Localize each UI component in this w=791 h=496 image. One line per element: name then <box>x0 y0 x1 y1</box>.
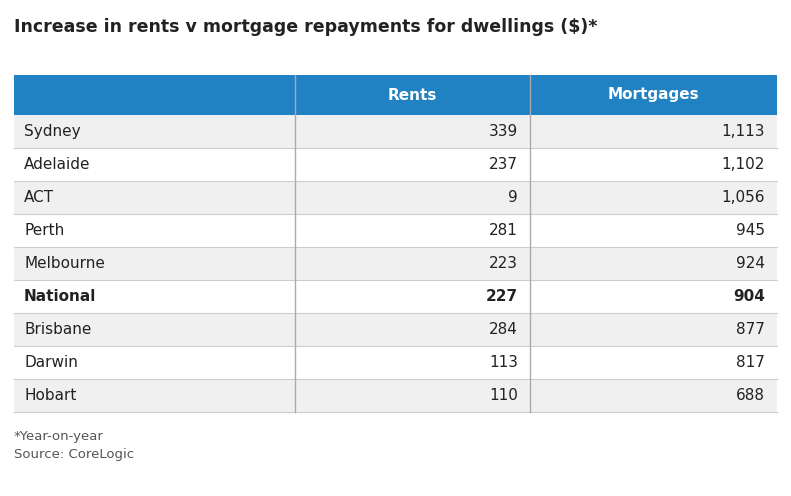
Text: 227: 227 <box>486 289 518 304</box>
Text: 9: 9 <box>509 190 518 205</box>
Bar <box>14 181 777 214</box>
Bar <box>14 346 777 379</box>
Text: Sydney: Sydney <box>24 124 81 139</box>
Text: 1,102: 1,102 <box>721 157 765 172</box>
Text: Mortgages: Mortgages <box>607 87 699 103</box>
Text: *Year-on-year: *Year-on-year <box>14 430 104 443</box>
Text: 904: 904 <box>733 289 765 304</box>
Text: 110: 110 <box>489 388 518 403</box>
Text: ACT: ACT <box>24 190 54 205</box>
Text: Brisbane: Brisbane <box>24 322 92 337</box>
Text: 1,056: 1,056 <box>721 190 765 205</box>
Text: 817: 817 <box>736 355 765 370</box>
Text: 1,113: 1,113 <box>721 124 765 139</box>
Text: Increase in rents v mortgage repayments for dwellings ($)*: Increase in rents v mortgage repayments … <box>14 18 597 36</box>
Text: 237: 237 <box>489 157 518 172</box>
Bar <box>14 75 777 115</box>
Text: Darwin: Darwin <box>24 355 78 370</box>
Text: Adelaide: Adelaide <box>24 157 90 172</box>
Bar <box>14 379 777 412</box>
Text: Melbourne: Melbourne <box>24 256 105 271</box>
Text: Source: CoreLogic: Source: CoreLogic <box>14 448 134 461</box>
Bar <box>14 115 777 148</box>
Text: 113: 113 <box>489 355 518 370</box>
Text: 284: 284 <box>489 322 518 337</box>
Text: 924: 924 <box>736 256 765 271</box>
Text: National: National <box>24 289 97 304</box>
Text: Perth: Perth <box>24 223 64 238</box>
Text: Rents: Rents <box>388 87 437 103</box>
Text: 281: 281 <box>489 223 518 238</box>
Text: 877: 877 <box>736 322 765 337</box>
Text: 688: 688 <box>736 388 765 403</box>
Text: Hobart: Hobart <box>24 388 77 403</box>
Bar <box>14 247 777 280</box>
Text: 945: 945 <box>736 223 765 238</box>
Bar <box>14 313 777 346</box>
Bar <box>14 148 777 181</box>
Bar <box>14 214 777 247</box>
Text: 339: 339 <box>489 124 518 139</box>
Bar <box>14 280 777 313</box>
Text: 223: 223 <box>489 256 518 271</box>
